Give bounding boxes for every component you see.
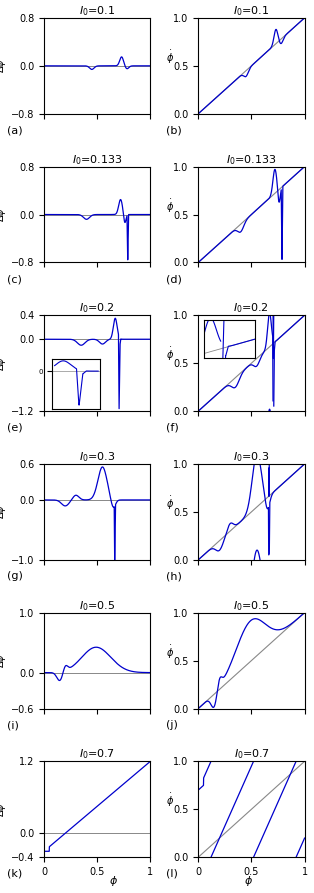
Text: (e): (e) — [7, 422, 22, 433]
Text: (j): (j) — [166, 720, 178, 730]
Y-axis label: $\Delta\phi$: $\Delta\phi$ — [0, 802, 8, 817]
Title: $I_0$=0.133: $I_0$=0.133 — [72, 153, 122, 167]
Text: (d): (d) — [166, 274, 182, 284]
Title: $I_0$=0.1: $I_0$=0.1 — [233, 4, 270, 18]
Y-axis label: $\dot\phi$: $\dot\phi$ — [166, 644, 174, 661]
Y-axis label: $\dot\phi$: $\dot\phi$ — [166, 495, 174, 512]
Y-axis label: $\dot\phi$: $\dot\phi$ — [166, 346, 174, 363]
Text: (h): (h) — [166, 572, 182, 581]
Title: $I_0$=0.3: $I_0$=0.3 — [79, 450, 116, 464]
Title: $I_0$=0.3: $I_0$=0.3 — [233, 450, 270, 464]
Text: $\phi$: $\phi$ — [109, 874, 117, 888]
Y-axis label: $\dot\phi$: $\dot\phi$ — [166, 49, 174, 66]
Text: (b): (b) — [166, 125, 182, 136]
Y-axis label: $\Delta\phi$: $\Delta\phi$ — [0, 355, 8, 371]
Text: (a): (a) — [7, 125, 22, 136]
Title: $I_0$=0.133: $I_0$=0.133 — [226, 153, 277, 167]
Text: (i): (i) — [7, 720, 19, 730]
Text: $\phi$: $\phi$ — [244, 874, 252, 888]
Title: $I_0$=0.2: $I_0$=0.2 — [234, 302, 269, 315]
Y-axis label: $\Delta\phi$: $\Delta\phi$ — [0, 653, 8, 668]
Title: $I_0$=0.7: $I_0$=0.7 — [234, 747, 269, 762]
Text: (c): (c) — [7, 274, 22, 284]
Y-axis label: $\dot\phi$: $\dot\phi$ — [166, 197, 174, 214]
Text: (f): (f) — [166, 422, 179, 433]
Title: $I_0$=0.1: $I_0$=0.1 — [79, 4, 115, 18]
Text: (g): (g) — [7, 572, 23, 581]
Title: $I_0$=0.5: $I_0$=0.5 — [79, 599, 115, 613]
Text: (k): (k) — [7, 869, 22, 879]
Title: $I_0$=0.2: $I_0$=0.2 — [79, 302, 115, 315]
Title: $I_0$=0.5: $I_0$=0.5 — [233, 599, 270, 613]
Text: (l): (l) — [166, 869, 178, 879]
Y-axis label: $\Delta\phi$: $\Delta\phi$ — [0, 505, 8, 520]
Y-axis label: $\Delta\phi$: $\Delta\phi$ — [0, 207, 8, 222]
Y-axis label: $\dot\phi$: $\dot\phi$ — [166, 792, 174, 809]
Title: $I_0$=0.7: $I_0$=0.7 — [79, 747, 115, 762]
Y-axis label: $\Delta\phi$: $\Delta\phi$ — [0, 58, 8, 73]
